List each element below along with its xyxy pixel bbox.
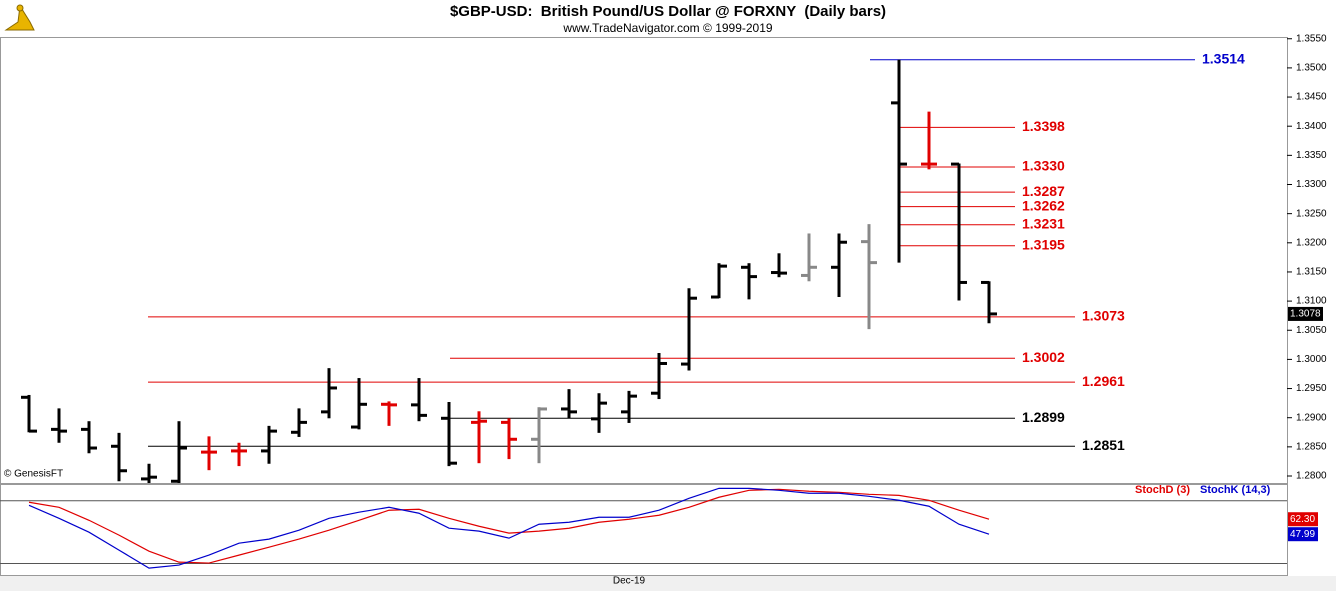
stoch-line: [28, 488, 990, 564]
date-strip: [0, 576, 1336, 591]
level-label: 1.3195: [1022, 236, 1065, 252]
x-tick-label: Dec-19: [613, 576, 646, 587]
y-tick-label: 1.2900: [1296, 412, 1327, 423]
y-tick-label: 1.3100: [1296, 296, 1327, 307]
level-label: 1.3231: [1022, 215, 1065, 231]
y-tick-label: 1.3250: [1296, 208, 1327, 219]
last-price-label: 1.3078: [1290, 309, 1321, 320]
level-label: 1.3398: [1022, 118, 1065, 134]
logo: [4, 4, 35, 31]
y-tick-label: 1.3500: [1296, 63, 1327, 74]
price-frame: [0, 37, 1288, 484]
y-tick-label: 1.3400: [1296, 121, 1327, 132]
stoch-line: [28, 487, 990, 569]
y-tick-label: 1.3050: [1296, 325, 1327, 336]
y-tick-label: 1.3550: [1296, 33, 1327, 44]
chart-subtitle: www.TradeNavigator.com © 1999-2019: [562, 21, 772, 35]
legend-label: StochK (14,3): [1200, 484, 1271, 496]
level-label: 1.2851: [1082, 437, 1125, 453]
chart-title: $GBP-USD: British Pound/US Dollar @ FORX…: [450, 3, 886, 20]
level-label: 1.3330: [1022, 158, 1065, 174]
y-tick-label: 1.2950: [1296, 383, 1327, 394]
level-label: 1.3073: [1082, 308, 1125, 324]
stoch-frame: [0, 484, 1288, 576]
level-label: 1.3262: [1022, 197, 1065, 213]
level-label: 1.3287: [1022, 183, 1065, 199]
y-tick-label: 1.3350: [1296, 150, 1327, 161]
level-label: 1.2899: [1022, 409, 1065, 425]
last-value-label: 47.99: [1290, 529, 1315, 540]
y-tick-label: 1.2850: [1296, 441, 1327, 452]
y-tick-label: 1.3450: [1296, 92, 1327, 103]
y-tick-label: 1.3000: [1296, 354, 1327, 365]
level-label: 1.2961: [1082, 373, 1125, 389]
last-price-box: [1288, 306, 1323, 321]
y-tick-label: 1.3150: [1296, 267, 1327, 278]
y-tick-label: 1.3300: [1296, 179, 1327, 190]
legend-label: StochD (3): [1135, 484, 1190, 496]
last-value-box: [1288, 527, 1318, 542]
last-value-label: 62.30: [1290, 514, 1315, 525]
last-value-box: [1288, 512, 1318, 527]
y-tick-label: 1.2800: [1296, 471, 1327, 482]
y-tick-label: 1.3200: [1296, 237, 1327, 248]
level-label: 1.3514: [1202, 50, 1245, 66]
credit: © GenesisFT: [4, 469, 63, 480]
level-label: 1.3002: [1022, 349, 1065, 365]
